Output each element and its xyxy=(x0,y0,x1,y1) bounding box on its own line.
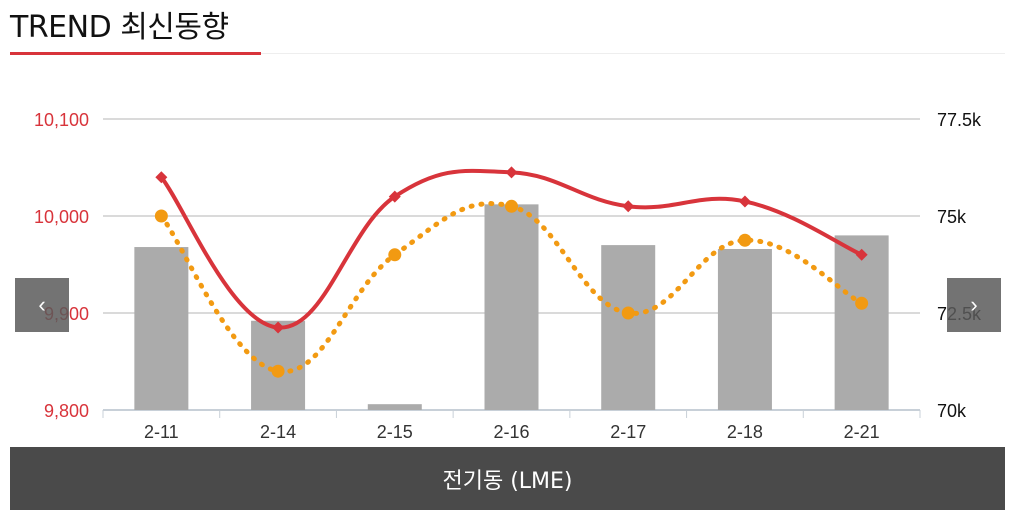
chart-caption-bar[interactable]: 전기동 (LME) xyxy=(10,447,1005,510)
x-tick-label: 2-14 xyxy=(260,422,296,442)
data-point-circle xyxy=(271,364,285,378)
y-left-tick-label: 10,000 xyxy=(34,207,89,227)
data-point-circle xyxy=(505,199,518,213)
bar xyxy=(367,404,422,410)
data-point-diamond xyxy=(388,190,401,203)
data-point-circle xyxy=(388,248,402,262)
trend-chart: 10,10010,0009,9009,80077.5k75k72.5k70k2-… xyxy=(34,110,982,442)
chart-prev-button[interactable]: ‹ xyxy=(15,278,69,332)
x-tick-label: 2-11 xyxy=(144,422,179,442)
data-point-diamond xyxy=(155,171,168,184)
x-tick-label: 2-18 xyxy=(727,422,763,442)
x-tick-label: 2-17 xyxy=(610,422,646,442)
chevron-left-icon: ‹ xyxy=(38,292,46,317)
data-point-circle xyxy=(738,233,752,247)
data-point-diamond xyxy=(505,166,518,179)
data-point-diamond xyxy=(272,321,285,334)
data-point-diamond xyxy=(738,195,751,208)
bar xyxy=(601,245,656,410)
y-right-tick-label: 75k xyxy=(937,207,967,227)
bar xyxy=(484,204,539,410)
title-underline xyxy=(10,52,261,55)
title-divider xyxy=(261,53,1005,54)
data-point-circle xyxy=(154,209,168,223)
x-tick-label: 2-21 xyxy=(844,422,880,442)
y-right-tick-label: 77.5k xyxy=(937,110,982,130)
y-right-tick-label: 70k xyxy=(937,401,967,421)
bar xyxy=(834,235,889,410)
x-tick-label: 2-16 xyxy=(493,422,529,442)
data-point-diamond xyxy=(855,248,868,261)
data-point-diamond xyxy=(622,200,635,213)
y-left-tick-label: 9,800 xyxy=(44,401,89,421)
bar xyxy=(717,248,772,410)
data-point-circle xyxy=(621,306,635,320)
data-point-circle xyxy=(855,296,869,310)
chart-caption: 전기동 (LME) xyxy=(442,468,573,494)
chevron-right-icon: › xyxy=(970,292,978,317)
chart-next-button[interactable]: › xyxy=(947,278,1001,332)
bar xyxy=(134,247,189,410)
y-left-tick-label: 10,100 xyxy=(34,110,89,130)
page-title: TREND 최신동향 xyxy=(10,10,229,45)
x-tick-label: 2-15 xyxy=(377,422,413,442)
